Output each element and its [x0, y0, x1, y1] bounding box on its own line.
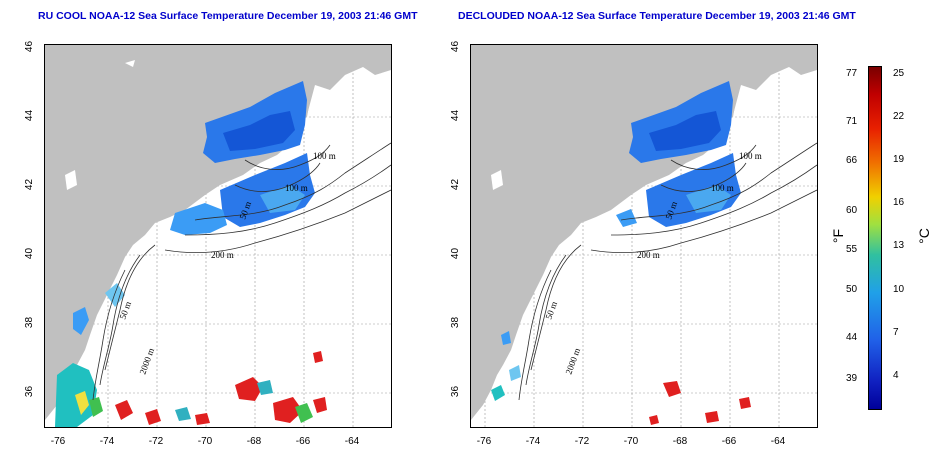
- left-x-tick: -74: [99, 436, 115, 447]
- left-x-tick: -72: [148, 436, 164, 447]
- colorbar-f-label: 77: [846, 68, 858, 79]
- land-mass: [471, 45, 817, 420]
- right-map-canvas: 100 m 100 m 200 m 50 m 50 m 2000 m: [471, 45, 817, 427]
- celsius-unit: °C: [915, 228, 932, 244]
- right-y-tick: 40: [450, 247, 462, 260]
- contour-label-2000m: 2000 m: [563, 347, 582, 376]
- contour-label-200m: 200 m: [637, 250, 660, 260]
- colorbar-c-label: 13: [893, 240, 905, 251]
- colorbar-c-label: 16: [893, 197, 905, 208]
- colorbar-c-label: 10: [893, 284, 905, 295]
- colorbar-c-label: 25: [893, 68, 905, 79]
- right-x-tick: -74: [525, 436, 541, 447]
- left-x-tick: -66: [295, 436, 311, 447]
- colorbar-f-label: 60: [846, 205, 858, 216]
- right-y-tick: 44: [450, 109, 462, 122]
- land-mass: [45, 45, 391, 420]
- colorbar-f-label: 39: [846, 373, 858, 384]
- left-y-tick: 40: [24, 247, 36, 260]
- left-map-canvas: 100 m 100 m 200 m 50 m 50 m 2000 m: [45, 45, 391, 427]
- right-x-tick: -64: [770, 436, 786, 447]
- right-y-tick: 46: [450, 40, 462, 53]
- right-x-tick: -66: [721, 436, 737, 447]
- left-x-tick: -68: [246, 436, 262, 447]
- colorbar-c-label: 4: [893, 370, 899, 381]
- colorbar-f-label: 55: [846, 244, 858, 255]
- right-y-tick: 36: [450, 385, 462, 398]
- colorbar-f-label: 44: [846, 332, 858, 343]
- colorbar-c-label: 22: [893, 111, 905, 122]
- contour-label-100m-b: 100 m: [711, 183, 734, 193]
- fahrenheit-unit: °F: [830, 228, 847, 244]
- left-y-tick: 44: [24, 109, 36, 122]
- colorbar-c-label: 7: [893, 327, 899, 338]
- left-y-tick: 42: [24, 178, 36, 191]
- right-y-tick: 38: [450, 316, 462, 329]
- left-map-title: RU COOL NOAA-12 Sea Surface Temperature …: [38, 10, 418, 22]
- right-map-panel: 100 m 100 m 200 m 50 m 50 m 2000 m: [470, 44, 818, 428]
- colorbar-f-label: 50: [846, 284, 858, 295]
- left-y-tick: 36: [24, 385, 36, 398]
- contour-label-100m-b: 100 m: [285, 183, 308, 193]
- colorbar: [868, 66, 882, 410]
- right-map-title: DECLOUDED NOAA-12 Sea Surface Temperatur…: [458, 10, 856, 22]
- left-x-tick: -76: [50, 436, 66, 447]
- colorbar-c-label: 19: [893, 154, 905, 165]
- contour-label-50m-b: 50 m: [543, 300, 559, 321]
- contour-label-200m: 200 m: [211, 250, 234, 260]
- colorbar-f-label: 71: [846, 116, 858, 127]
- left-x-tick: -64: [344, 436, 360, 447]
- right-x-tick: -70: [623, 436, 639, 447]
- left-y-tick: 46: [24, 40, 36, 53]
- left-map-panel: 100 m 100 m 200 m 50 m 50 m 2000 m: [44, 44, 392, 428]
- contour-label-100m-a: 100 m: [739, 151, 762, 161]
- right-x-tick: -76: [476, 436, 492, 447]
- contour-label-100m-a: 100 m: [313, 151, 336, 161]
- right-x-tick: -68: [672, 436, 688, 447]
- right-x-tick: -72: [574, 436, 590, 447]
- contour-label-2000m: 2000 m: [137, 347, 156, 376]
- colorbar-f-label: 66: [846, 155, 858, 166]
- left-x-tick: -70: [197, 436, 213, 447]
- right-y-tick: 42: [450, 178, 462, 191]
- contour-label-50m-b: 50 m: [117, 300, 133, 321]
- left-y-tick: 38: [24, 316, 36, 329]
